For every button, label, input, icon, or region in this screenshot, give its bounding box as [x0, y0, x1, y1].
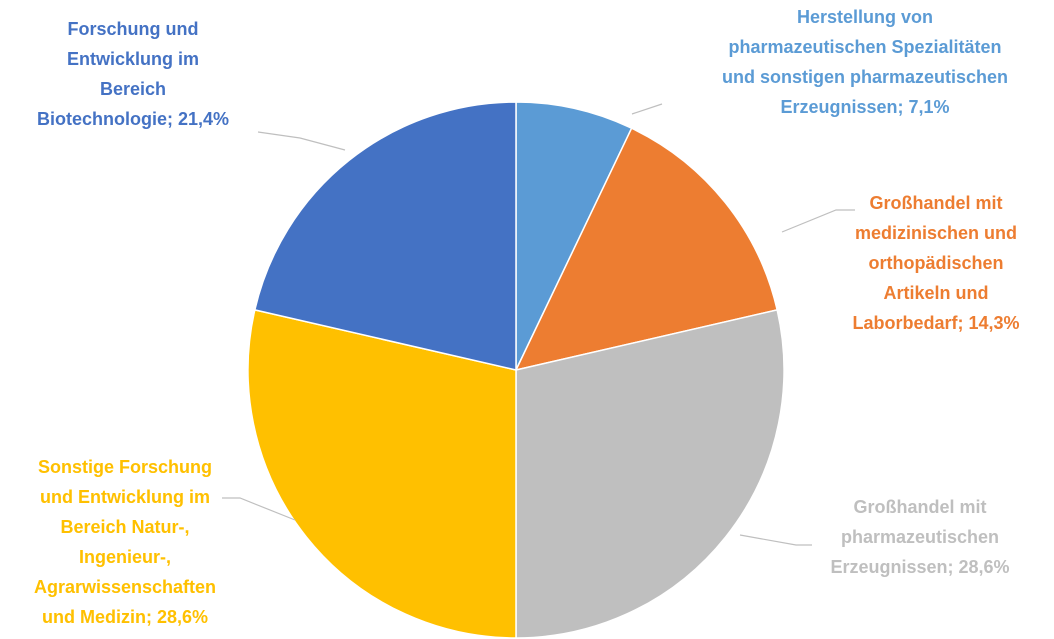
data-label: Forschung und Entwicklung im Bereich Bio… [36, 19, 230, 129]
pie-slice [253, 101, 517, 371]
data-label: Sonstige Forschung und Entwicklung im Be… [33, 457, 217, 627]
leader-line [781, 209, 855, 233]
leader-line [739, 534, 812, 546]
data-label: Herstellung von pharmazeutischen Spezial… [721, 7, 1009, 117]
pie-slice [515, 101, 633, 371]
leader-line [222, 497, 296, 521]
pie-slice [514, 127, 779, 372]
pie-slice [247, 308, 517, 639]
leader-line [631, 103, 663, 115]
data-label: Großhandel mit pharmazeutischen Erzeugni… [830, 497, 1010, 577]
leader-line [257, 131, 346, 151]
data-label: Großhandel mit medizinischen und orthopä… [852, 193, 1020, 333]
pie-slice [515, 308, 785, 639]
